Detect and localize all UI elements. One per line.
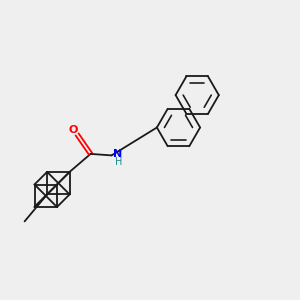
Text: H: H bbox=[115, 157, 123, 167]
Text: N: N bbox=[112, 149, 122, 159]
Text: O: O bbox=[69, 125, 78, 135]
